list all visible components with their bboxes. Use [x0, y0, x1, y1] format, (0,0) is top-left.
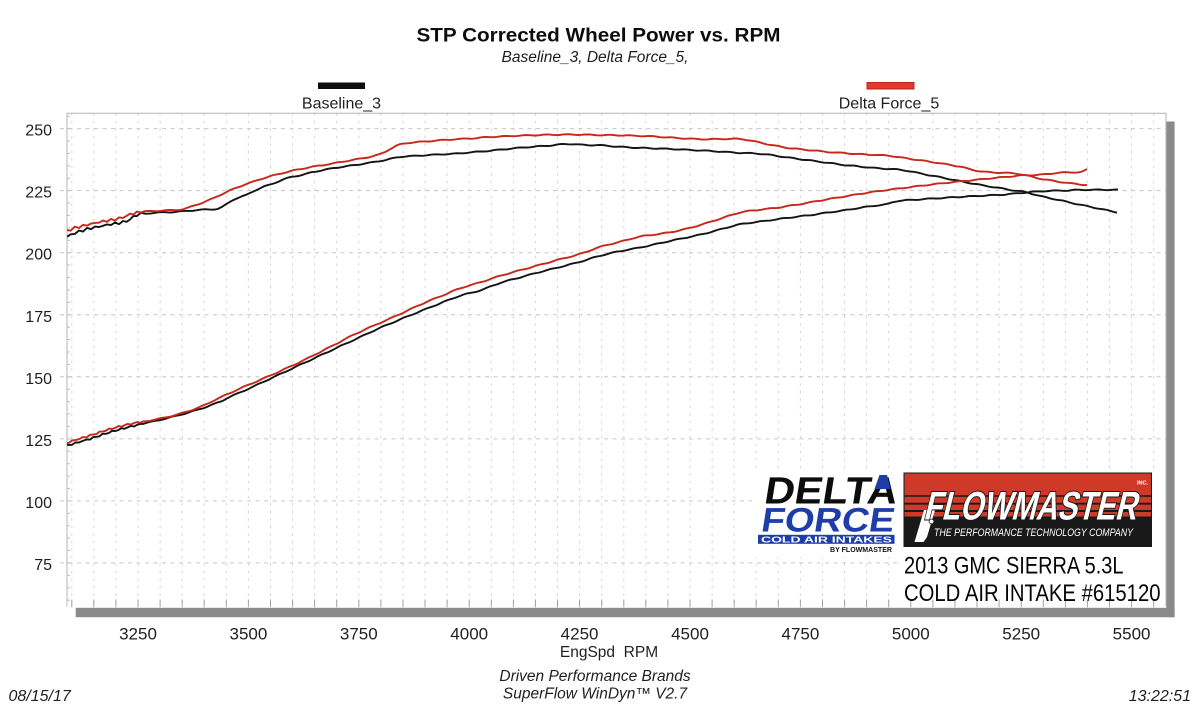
svg-text:Driven Performance Brands: Driven Performance Brands: [499, 668, 690, 685]
svg-text:FLOWMASTER: FLOWMASTER: [921, 483, 1145, 528]
svg-text:3500: 3500: [229, 625, 267, 644]
svg-text:EngSpd RPM: EngSpd RPM: [560, 644, 658, 661]
svg-text:FORCE: FORCE: [759, 502, 898, 540]
svg-text:200: 200: [25, 247, 52, 264]
svg-text:THE PERFORMANCE TECHNOLOGY COM: THE PERFORMANCE TECHNOLOGY COMPANY: [934, 527, 1134, 539]
svg-text:2013 GMC SIERRA 5.3L: 2013 GMC SIERRA 5.3L: [904, 553, 1124, 580]
svg-text:BY FLOWMASTER: BY FLOWMASTER: [830, 547, 892, 554]
svg-text:250: 250: [25, 123, 52, 140]
svg-text:3750: 3750: [340, 625, 378, 644]
svg-text:DELTA: DELTA: [762, 470, 902, 513]
svg-text:150: 150: [25, 371, 52, 388]
svg-text:4250: 4250: [561, 625, 599, 644]
svg-text:4500: 4500: [671, 625, 709, 644]
svg-text:08/15/17: 08/15/17: [9, 688, 72, 705]
svg-text:5250: 5250: [1002, 625, 1040, 644]
svg-text:125: 125: [25, 433, 52, 450]
svg-text:75: 75: [34, 557, 52, 574]
svg-text:5500: 5500: [1113, 625, 1151, 644]
svg-text:SuperFlow WinDyn™ V2.7: SuperFlow WinDyn™ V2.7: [503, 685, 689, 702]
svg-text:STP Corrected Wheel Power vs.: STP Corrected Wheel Power vs. RPM: [417, 25, 781, 47]
svg-text:Delta Force_5: Delta Force_5: [839, 96, 940, 113]
svg-text:COLD AIR INTAKE #615120: COLD AIR INTAKE #615120: [904, 580, 1161, 607]
svg-text:175: 175: [25, 309, 52, 326]
svg-text:100: 100: [25, 495, 52, 512]
svg-text:4750: 4750: [781, 625, 819, 644]
svg-text:COLD AIR INTAKES: COLD AIR INTAKES: [761, 535, 893, 545]
svg-text:5000: 5000: [892, 625, 930, 644]
svg-text:4000: 4000: [450, 625, 488, 644]
svg-text:13:22:51: 13:22:51: [1129, 688, 1191, 705]
svg-text:Baseline_3: Baseline_3: [302, 96, 381, 113]
svg-text:INC.: INC.: [1137, 481, 1148, 487]
svg-text:Baseline_3, Delta Force_5,: Baseline_3, Delta Force_5,: [502, 49, 689, 66]
svg-text:225: 225: [25, 185, 52, 202]
svg-text:3250: 3250: [119, 625, 157, 644]
